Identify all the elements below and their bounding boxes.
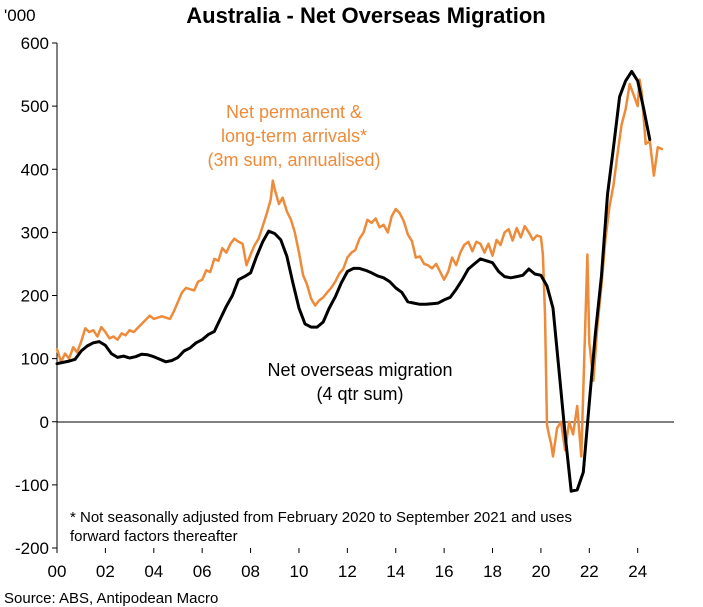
- black-series-label-line2: (4 qtr sum): [316, 384, 403, 404]
- y-tick-label: 300: [21, 223, 49, 242]
- y-tick-label: -200: [15, 539, 49, 558]
- y-tick-label: -100: [15, 476, 49, 495]
- x-tick-label: 00: [48, 562, 67, 581]
- x-tick-label: 14: [386, 562, 405, 581]
- series-layer: [55, 69, 664, 493]
- x-tick-label: 24: [628, 562, 647, 581]
- footnote-line2: forward factors thereafter: [70, 528, 238, 545]
- x-tick-label: 10: [289, 562, 308, 581]
- y-tick-label: 500: [21, 97, 49, 116]
- y-unit-label: '000: [4, 6, 36, 25]
- y-tick-label: 0: [40, 413, 49, 432]
- x-tick-label: 18: [483, 562, 502, 581]
- series-line-net-overseas-migration: [55, 69, 652, 493]
- orange-series-label-line2: long-term arrivals*: [221, 126, 367, 146]
- x-tick-label: 22: [580, 562, 599, 581]
- y-tick-label: 200: [21, 287, 49, 306]
- y-tick-label: 400: [21, 160, 49, 179]
- y-tick-label: 600: [21, 34, 49, 53]
- x-axis-ticks: 00 02 04 06 08 10 12 14 16 18 20 22 24: [48, 548, 647, 581]
- source-note: Source: ABS, Antipodean Macro: [4, 590, 218, 607]
- y-axis-ticks: -200 -100 0 100 200 300 400 500 600: [15, 34, 57, 558]
- x-tick-label: 08: [241, 562, 260, 581]
- x-tick-label: 04: [144, 562, 163, 581]
- black-series-label-line1: Net overseas migration: [267, 360, 452, 380]
- chart-title: Australia - Net Overseas Migration: [186, 3, 545, 28]
- x-tick-label: 20: [531, 562, 550, 581]
- footnote-line1: * Not seasonally adjusted from February …: [70, 509, 572, 526]
- y-tick-label: 100: [21, 350, 49, 369]
- orange-series-label-line3: (3m sum, annualised): [207, 150, 380, 170]
- x-tick-label: 12: [338, 562, 357, 581]
- orange-series-label-line1: Net permanent &: [226, 102, 362, 122]
- x-tick-label: 02: [96, 562, 115, 581]
- series-line-net-permanent-long-term-arrivals: [55, 78, 664, 458]
- x-tick-label: 06: [193, 562, 212, 581]
- x-tick-label: 16: [435, 562, 454, 581]
